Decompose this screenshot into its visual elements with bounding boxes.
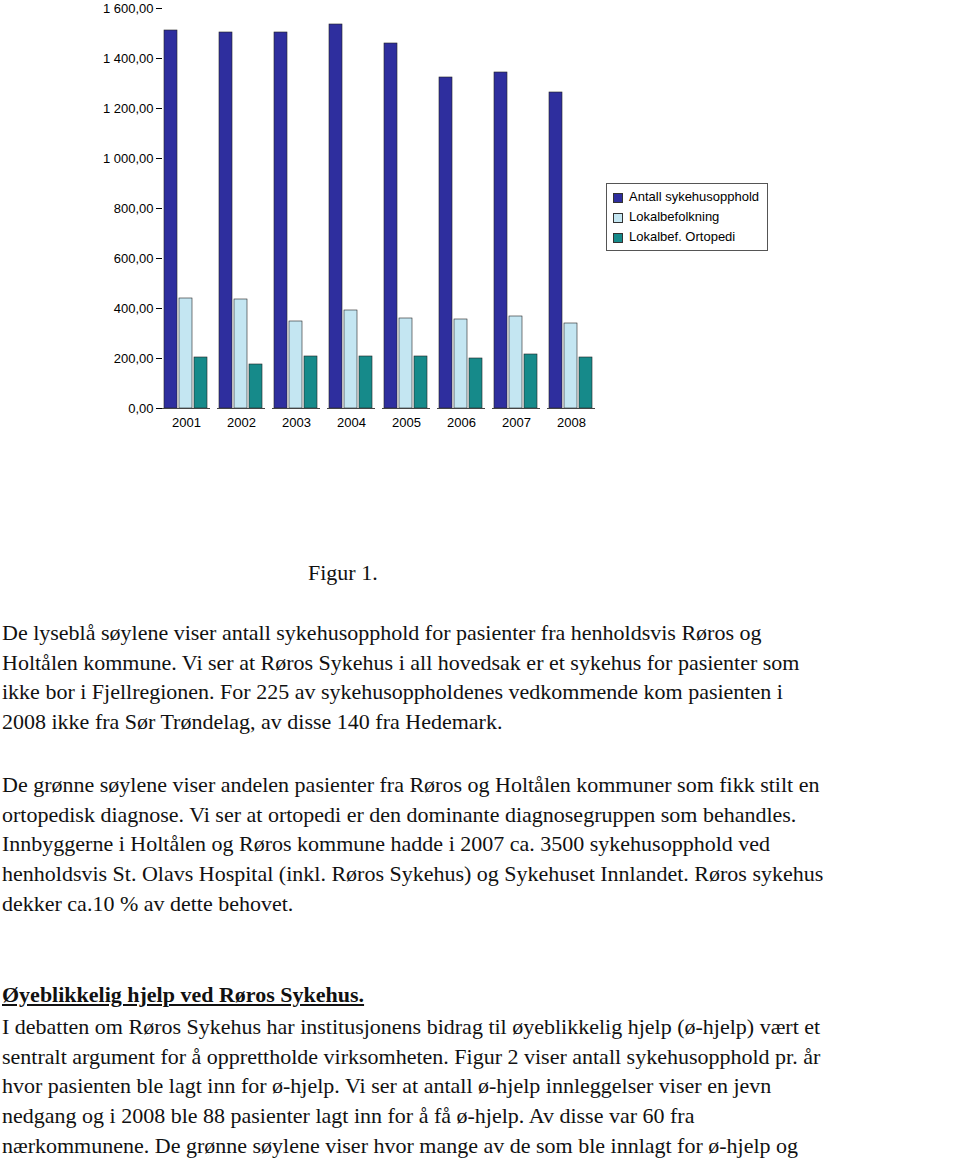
html-text:Lokalbefolkning: Lokalbefolkning bbox=[629, 209, 720, 224]
html-text:ikke bor i Fjellregionen. For: ikke bor i Fjellregionen. For 225 av syk… bbox=[2, 679, 783, 705]
html-text:I debatten om Røros Sykehus ha: I debatten om Røros Sykehus har institus… bbox=[2, 1014, 821, 1039]
svg-text:2007: 2007 bbox=[502, 415, 531, 430]
html-text:De lyseblå søylene viser antal: De lyseblå søylene viser antall sykehuso… bbox=[2, 620, 762, 645]
svg-text:1 200,00: 1 200,00 bbox=[103, 101, 154, 116]
svg-text:2008: 2008 bbox=[557, 415, 586, 430]
html-text:ortopedisk diagnose. Vi ser at: ortopedisk diagnose. Vi ser at ortopedi … bbox=[2, 801, 797, 827]
html-text:nedgang og i 2008 ble 88 pasie: nedgang og i 2008 ble 88 pasienter lagt … bbox=[2, 1103, 695, 1129]
html-text:Øyeblikkelig hjelp ved Røros S: Øyeblikkelig hjelp ved Røros Sykehus. bbox=[2, 982, 365, 1007]
html-text:Innbyggerne i Holtålen og Røro: Innbyggerne i Holtålen og Røros kommune … bbox=[2, 831, 770, 857]
svg-text:200,00: 200,00 bbox=[114, 351, 154, 366]
svg-text:2005: 2005 bbox=[392, 415, 421, 430]
svg-text:1 000,00: 1 000,00 bbox=[103, 151, 154, 166]
html-text:Antall sykehusopphold: Antall sykehusopphold bbox=[629, 189, 760, 204]
html-text:Holtålen kommune. Vi ser at Rø: Holtålen kommune. Vi ser at Røros Sykehu… bbox=[2, 649, 800, 675]
html-text:hvor pasienten ble lagt inn fo: hvor pasienten ble lagt inn for ø-hjelp.… bbox=[2, 1073, 772, 1099]
svg-text:400,00: 400,00 bbox=[114, 301, 154, 316]
svg-text:2003: 2003 bbox=[282, 415, 311, 430]
svg-text:2006: 2006 bbox=[447, 415, 476, 430]
svg-text:0,00: 0,00 bbox=[128, 401, 153, 416]
svg-text:1 600,00: 1 600,00 bbox=[103, 1, 154, 16]
svg-text:600,00: 600,00 bbox=[114, 251, 154, 266]
html-text:Figur 1.: Figur 1. bbox=[308, 560, 378, 585]
svg-text:2002: 2002 bbox=[227, 415, 256, 430]
html-text:2008 ikke fra Sør Trøndelag, a: 2008 ikke fra Sør Trøndelag, av disse 14… bbox=[2, 709, 503, 735]
html-text:nærkommunene. De grønne søylen: nærkommunene. De grønne søylene viser hv… bbox=[2, 1132, 799, 1158]
svg-text:800,00: 800,00 bbox=[114, 201, 154, 216]
svg-text:1 400,00: 1 400,00 bbox=[103, 51, 154, 66]
html-text:Lokalbef. Ortopedi: Lokalbef. Ortopedi bbox=[629, 229, 736, 244]
html-text:De grønne søylene viser andele: De grønne søylene viser andelen pasiente… bbox=[2, 772, 820, 797]
svg-text:2004: 2004 bbox=[337, 415, 366, 430]
svg-text:2001: 2001 bbox=[172, 415, 201, 430]
html-text:sentralt argument for å oppret: sentralt argument for å opprettholde vir… bbox=[2, 1043, 821, 1069]
html-text:henholdsvis St. Olavs Hospital: henholdsvis St. Olavs Hospital (inkl. Rø… bbox=[2, 861, 824, 887]
html-text:dekker ca.10 % av dette behove: dekker ca.10 % av dette behovet. bbox=[2, 890, 294, 916]
